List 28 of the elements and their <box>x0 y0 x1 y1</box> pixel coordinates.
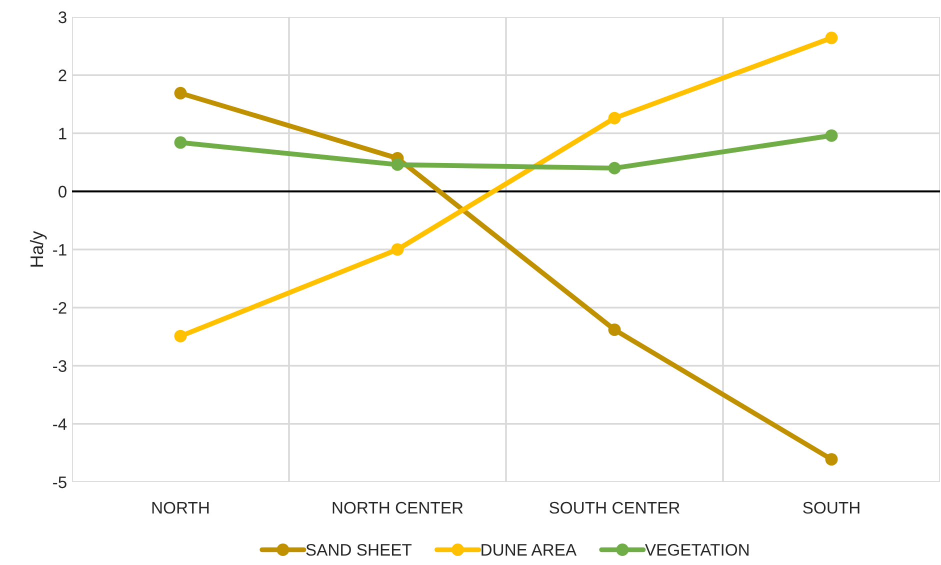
y-tick-label: 2 <box>58 70 66 82</box>
y-tick-label: -5 <box>53 476 66 488</box>
x-tick-label: SOUTH <box>803 502 860 514</box>
point <box>174 330 187 342</box>
point <box>391 158 404 171</box>
point <box>825 129 838 142</box>
y-tick-label: -3 <box>53 360 66 372</box>
point <box>608 112 621 124</box>
point <box>825 453 838 466</box>
y-axis-title: Ha/y <box>30 230 47 267</box>
x-tick-label: NORTH CENTER <box>332 502 463 514</box>
point <box>174 86 187 100</box>
point <box>825 32 838 44</box>
y-tick-label: -1 <box>53 244 66 256</box>
legend-label: VEGETATION <box>645 544 749 556</box>
y-tick-label: 3 <box>58 11 66 24</box>
y-tick-label: 1 <box>59 128 66 140</box>
point <box>174 136 187 149</box>
y-tick-label: -2 <box>53 302 66 314</box>
point <box>608 162 621 174</box>
y-tick-label: 0 <box>58 186 66 198</box>
x-tick-label: SOUTH CENTER <box>550 502 680 514</box>
legend-label: DUNE AREA <box>482 544 577 556</box>
y-tick-label: -4 <box>53 418 67 430</box>
point <box>608 323 621 336</box>
point <box>391 243 404 256</box>
x-tick-label: NORTH <box>152 502 209 514</box>
legend-label: SAND SHEET <box>306 544 412 556</box>
